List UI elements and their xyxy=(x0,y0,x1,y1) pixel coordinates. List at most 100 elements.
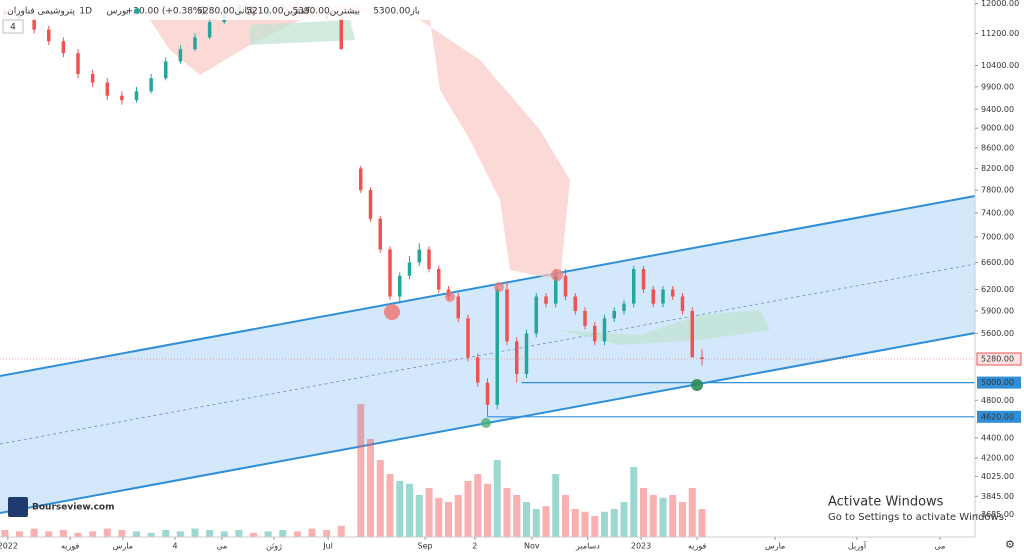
candle-body xyxy=(90,73,95,83)
candle-body xyxy=(700,357,704,360)
volume-bar xyxy=(445,502,452,537)
candle-body xyxy=(632,269,636,304)
volume-bar xyxy=(133,531,140,537)
volume-bar xyxy=(323,530,331,537)
candle-body xyxy=(417,249,421,263)
volume-bar xyxy=(235,530,243,537)
volume-bar xyxy=(206,530,214,537)
candle-body xyxy=(149,78,153,92)
y-tick-label: 9900.00 xyxy=(981,82,1014,91)
volume-bar xyxy=(176,531,184,537)
volume-bar xyxy=(698,509,706,537)
candle-body xyxy=(388,249,392,297)
candle-body xyxy=(524,333,529,375)
volume-bar xyxy=(16,531,23,537)
volume-bar xyxy=(591,516,599,537)
volume-bar xyxy=(493,460,501,537)
volume-bar xyxy=(118,530,126,537)
volume-bar xyxy=(659,497,667,537)
volume-bar xyxy=(571,509,579,537)
y-tick-label: 5600.00 xyxy=(981,329,1014,338)
x-tick-label: Sep xyxy=(418,542,433,551)
channel-top xyxy=(0,195,976,377)
candle-body xyxy=(534,296,538,334)
candle-body xyxy=(456,296,460,319)
candle-body xyxy=(583,310,587,326)
y-tick-label: 6200.00 xyxy=(981,285,1014,294)
y-tick-label: 8600.00 xyxy=(981,143,1014,152)
y-tick-label: 7400.00 xyxy=(981,208,1014,217)
candle-body xyxy=(134,91,139,101)
volume-bar xyxy=(250,532,257,537)
volume-bar xyxy=(581,511,589,537)
candle-body xyxy=(378,218,382,250)
volume-bar xyxy=(454,495,462,537)
volume-bar xyxy=(45,531,53,537)
volume-bar xyxy=(74,532,82,537)
cloud-green xyxy=(560,310,770,345)
volume-bar xyxy=(415,495,423,537)
indicator-count[interactable]: 4 xyxy=(10,23,16,33)
volume-bar xyxy=(601,511,608,537)
y-tick-label: 9000.00 xyxy=(981,124,1014,133)
header-bg xyxy=(0,0,430,20)
x-tick-label: مارس xyxy=(765,542,785,551)
last-price-label: 5280.00 xyxy=(981,355,1014,364)
candle-body xyxy=(32,18,36,30)
volume-bar xyxy=(640,488,647,537)
y-tick-label: 4025.00 xyxy=(981,472,1014,481)
volume-bar xyxy=(435,497,443,537)
y-tick-label: 7000.00 xyxy=(981,232,1014,241)
candle-body xyxy=(690,310,694,358)
candle-body xyxy=(505,289,509,342)
candle-body xyxy=(437,269,441,290)
header-close: پایانی5280.00 xyxy=(197,7,255,17)
logo xyxy=(8,497,28,517)
candle-body xyxy=(359,168,363,191)
y-tick-label: 6600.00 xyxy=(981,258,1014,267)
volume-bar xyxy=(406,483,413,537)
settings-icon[interactable]: ⚙ xyxy=(1005,538,1015,551)
volume-bar xyxy=(357,404,365,537)
x-tick-label: ژوئن xyxy=(266,542,282,551)
x-tick-label: آوریل xyxy=(848,541,867,551)
y-tick-label: 3685.00 xyxy=(981,510,1014,519)
volume-bar xyxy=(220,531,228,537)
volume-bar xyxy=(620,502,628,537)
last-price-tag xyxy=(976,352,1022,366)
activation-text: Go to Settings to activate Windows. xyxy=(828,512,1007,523)
volume-bar xyxy=(162,530,170,537)
volume-bar xyxy=(425,488,433,537)
candle-body xyxy=(178,49,183,62)
volume-bar xyxy=(484,483,491,537)
volume-bar xyxy=(293,531,301,537)
header-symbol: پتروشیمی فناوران xyxy=(7,7,75,17)
volume-bar xyxy=(279,530,287,537)
candle-body xyxy=(76,53,80,74)
volume-bar xyxy=(396,481,404,537)
cloud-green xyxy=(250,20,355,45)
indicator-toggle[interactable] xyxy=(2,19,24,34)
x-tick-label: دسامبر xyxy=(575,542,600,551)
volume-bar xyxy=(688,488,696,537)
pivot-marker xyxy=(445,292,455,302)
volume-bar xyxy=(630,467,638,537)
candle-body xyxy=(495,289,499,405)
candle-body xyxy=(593,325,597,342)
header-market: بورس xyxy=(107,7,130,17)
candle-body xyxy=(612,310,616,319)
volume-bar xyxy=(474,474,482,537)
candle-body xyxy=(193,37,197,50)
volume-bar xyxy=(552,474,560,537)
volume-bar xyxy=(308,528,316,537)
x-tick-label: Jul xyxy=(322,542,333,551)
header-low: کمترین5210.00 xyxy=(246,7,310,17)
candle-body xyxy=(164,61,168,79)
volume-bar xyxy=(542,506,550,537)
candle-body xyxy=(476,357,480,383)
volume-bar xyxy=(610,509,618,537)
y-tick-label: 7800.00 xyxy=(981,186,1014,195)
candle-body xyxy=(427,249,431,270)
x-tick-label: 2023 xyxy=(631,542,651,551)
